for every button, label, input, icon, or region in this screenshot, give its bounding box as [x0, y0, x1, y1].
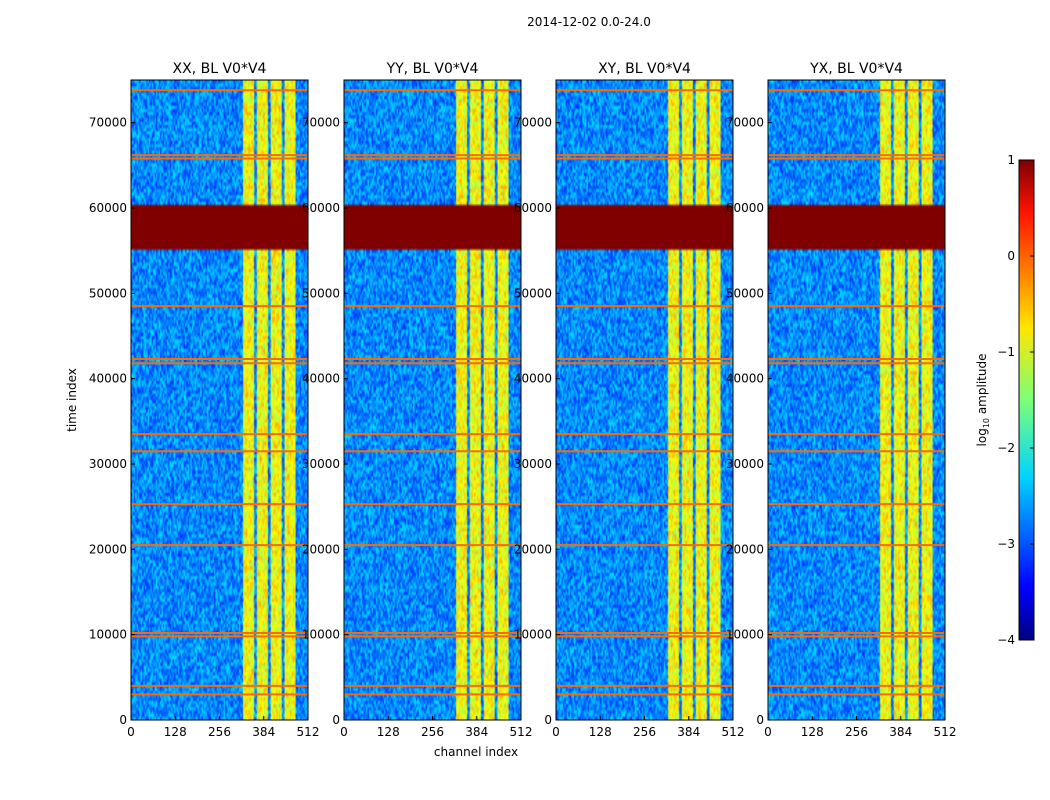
y-tick-label: 60000: [89, 201, 127, 215]
y-tick-label: 50000: [726, 286, 764, 300]
colorbar-label: log10 amplitude: [975, 354, 991, 447]
x-tick-label: 384: [465, 725, 488, 739]
heatmap-panel: XX, BL V0*V4 0 128 256 384 512 0 10000 20000 3000…: [89, 61, 320, 739]
y-tick-label: 10000: [89, 628, 127, 642]
x-tick-label: 384: [677, 725, 700, 739]
y-tick-label: 30000: [302, 457, 340, 471]
y-tick-label: 70000: [514, 116, 552, 130]
panel-title: XX, BL V0*V4: [173, 61, 267, 77]
y-tick-label: 0: [544, 713, 552, 727]
y-tick-label: 70000: [726, 116, 764, 130]
panel-title: XY, BL V0*V4: [598, 61, 691, 77]
colorbar-tick-label: 1: [1007, 153, 1015, 167]
panel-title: YY, BL V0*V4: [386, 61, 479, 77]
colorbar-tick-label: −3: [997, 537, 1015, 551]
x-tick-label: 128: [589, 725, 612, 739]
y-tick-label: 70000: [89, 116, 127, 130]
y-tick-label: 0: [756, 713, 764, 727]
y-tick-label: 20000: [726, 542, 764, 556]
colorbar-ticks: 1 0 −1 −2 −3 −4: [997, 153, 1034, 647]
heatmap-panel: YX, BL V0*V4 0 128 256 384 512 0 10000 20000 3000…: [726, 61, 957, 739]
x-tick-label: 384: [889, 725, 912, 739]
y-tick-label: 20000: [89, 542, 127, 556]
y-tick-label: 50000: [514, 286, 552, 300]
y-tick-label: 30000: [726, 457, 764, 471]
colorbar-tick-label: −4: [997, 633, 1015, 647]
heatmap-image: [556, 80, 733, 720]
y-tick-label: 10000: [514, 628, 552, 642]
x-tick-label: 0: [552, 725, 560, 739]
heatmap-panel: XY, BL V0*V4 0 128 256 384 512 0 10000 20000 3000…: [514, 61, 745, 739]
x-tick-label: 512: [722, 725, 745, 739]
y-tick-label: 20000: [302, 542, 340, 556]
y-tick-label: 10000: [726, 628, 764, 642]
x-axis-label: channel index: [434, 745, 518, 759]
y-tick-label: 60000: [726, 201, 764, 215]
x-tick-label: 512: [934, 725, 957, 739]
figure-suptitle: 2014-12-02 0.0-24.0: [527, 15, 651, 29]
x-tick-label: 0: [127, 725, 135, 739]
x-tick-label: 256: [633, 725, 656, 739]
colorbar-tick-label: 0: [1007, 249, 1015, 263]
y-tick-label: 70000: [302, 116, 340, 130]
x-tick-label: 128: [164, 725, 187, 739]
y-tick-label: 50000: [302, 286, 340, 300]
x-tick-label: 256: [421, 725, 444, 739]
colorbar-tick-label: −2: [997, 441, 1015, 455]
heatmap-panel: YY, BL V0*V4 0 128 256 384 512 0 10000 20000 3000…: [302, 61, 533, 739]
y-tick-label: 0: [332, 713, 340, 727]
y-axis-label: time index: [65, 368, 79, 432]
heatmap-image: [344, 80, 521, 720]
y-tick-label: 40000: [302, 372, 340, 386]
x-tick-label: 128: [801, 725, 824, 739]
x-tick-label: 0: [764, 725, 772, 739]
y-tick-label: 40000: [89, 372, 127, 386]
y-tick-label: 50000: [89, 286, 127, 300]
x-tick-label: 384: [252, 725, 275, 739]
y-tick-label: 40000: [726, 372, 764, 386]
y-tick-label: 30000: [89, 457, 127, 471]
y-tick-label: 60000: [302, 201, 340, 215]
colorbar: 1 0 −1 −2 −3 −4 log10 amplitude: [975, 153, 1035, 647]
y-tick-label: 0: [119, 713, 127, 727]
y-tick-label: 60000: [514, 201, 552, 215]
y-tick-label: 40000: [514, 372, 552, 386]
panel-title: YX, BL V0*V4: [809, 61, 903, 77]
x-tick-label: 256: [208, 725, 231, 739]
x-tick-label: 512: [510, 725, 533, 739]
y-tick-label: 20000: [514, 542, 552, 556]
colorbar-gradient: [1018, 159, 1035, 641]
y-tick-label: 30000: [514, 457, 552, 471]
heatmap-image: [131, 80, 308, 720]
colorbar-tick-label: −1: [997, 345, 1015, 359]
heatmap-panels: XX, BL V0*V4 0 128 256 384 512 0 10000 20000 3000…: [89, 61, 957, 739]
x-tick-label: 512: [297, 725, 320, 739]
x-tick-label: 0: [340, 725, 348, 739]
heatmap-image: [768, 80, 945, 720]
x-tick-label: 128: [377, 725, 400, 739]
y-tick-label: 10000: [302, 628, 340, 642]
x-tick-label: 256: [845, 725, 868, 739]
